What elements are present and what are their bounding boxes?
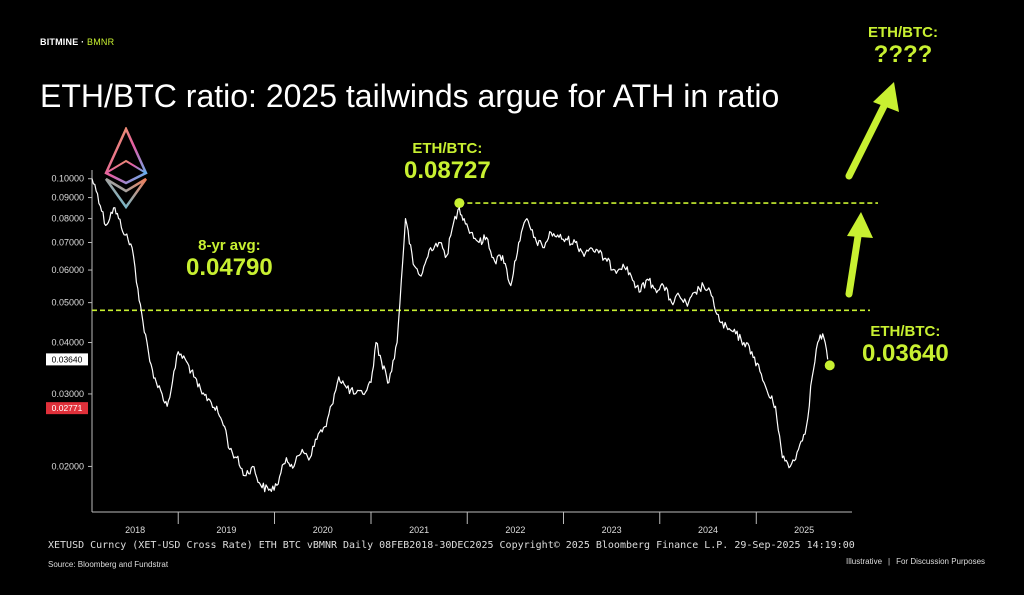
value-tags: 0.03640 0.02771 [46,353,88,415]
current-value-tag-bg [46,353,88,366]
disclaimer: Illustrative | For Discussion Purposes [846,557,985,566]
min-value-tag-text: 0.02771 [52,403,83,413]
x-tick-label: 2022 [505,525,525,535]
reference-lines [92,198,878,312]
avg-annotation: 8-yr avg: 0.04790 [186,237,273,282]
ath-annotation-value: 0.08727 [404,157,491,184]
eth-btc-series-line [91,178,829,493]
y-axis: 0.10000 0.09000 0.08000 0.07000 0.06000 0.050… [51,174,92,471]
x-tick-label: 2018 [125,525,145,535]
current-point-marker [824,360,835,371]
y-tick-label: 0.04000 [51,338,84,348]
current-value-tag-text: 0.03640 [52,354,83,364]
current-value-tag: 0.03640 [46,353,88,366]
disclaimer-separator: | [888,557,891,566]
arrow-lower-head [847,212,873,238]
y-tick-label: 0.02000 [51,461,84,471]
min-value-tag: 0.02771 [46,402,88,415]
brand-header: BITMINE · BMNR [40,37,114,47]
x-tick-label: 2019 [216,525,236,535]
source-note: Source: Bloomberg and Fundstrat [48,560,169,569]
slide-title: ETH/BTC ratio: 2025 tailwinds argue for … [40,78,780,114]
ath-annotation-label: ETH/BTC: [412,140,483,157]
current-annotation-label: ETH/BTC: [870,323,941,340]
current-annotation: ETH/BTC: 0.03640 [862,323,949,368]
y-tick-label: 0.06000 [51,265,84,275]
arrow-lower-shaft [845,226,863,298]
x-tick-label: 2021 [409,525,429,535]
y-tick-label: 0.03000 [51,389,84,399]
brand-ticker: BMNR [87,37,115,47]
current-annotation-value: 0.03640 [862,340,949,367]
x-tick-label: 2020 [313,525,333,535]
y-tick-label: 0.08000 [51,214,84,224]
arrow-upper-shaft [845,94,892,180]
illustrative-label: Illustrative [846,557,883,566]
avg-annotation-label: 8-yr avg: [198,237,261,254]
discussion-label: For Discussion Purposes [896,557,986,566]
x-tick-label: 2024 [698,525,718,535]
y-tick-label: 0.10000 [51,174,84,184]
brand-separator: · [81,37,85,47]
chart-frame [91,170,852,513]
target-annotation-label: ETH/BTC: [868,24,938,41]
x-tick-label: 2023 [602,525,622,535]
arrow-upper-head [873,82,899,112]
brand-company: BITMINE [40,37,79,47]
ath-point-marker [454,198,465,209]
bloomberg-footer: XETUSD Curncy (XET-USD Cross Rate) ETH B… [48,540,855,551]
avg-annotation-value: 0.04790 [186,254,273,281]
y-tick-label: 0.07000 [51,237,84,247]
y-tick-label: 0.09000 [51,193,84,203]
x-axis: 2018 2019 2020 2021 2022 2023 2024 2025 [125,512,814,535]
ethereum-logo-icon [103,125,149,214]
target-annotation-value: ???? [873,41,933,68]
min-value-tag-bg [46,402,88,415]
annotation-arrows [845,82,899,298]
series-line-group [91,178,835,493]
x-tick-label: 2025 [794,525,814,535]
y-tick-label: 0.05000 [51,298,84,308]
ath-annotation: ETH/BTC: 0.08727 [404,140,491,185]
target-annotation: ETH/BTC: ???? [868,24,938,69]
